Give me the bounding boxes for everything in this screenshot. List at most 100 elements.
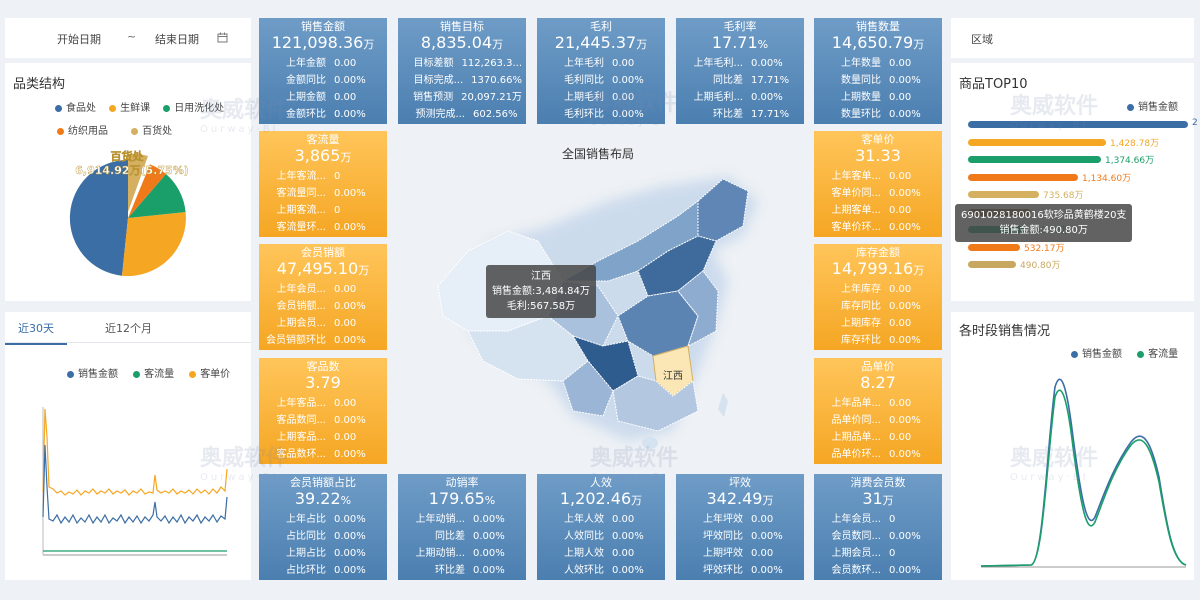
legend-label: 销售金额 — [1082, 349, 1122, 360]
top10-bar[interactable] — [968, 121, 1188, 128]
tooltip-value: 销售金额:490.80万 — [999, 225, 1088, 236]
kpi-card[interactable]: 客流量 3,865万 上年客流... 0 客流量同... 0.00% 上期客流... 0 客流量… — [259, 131, 387, 237]
kpi-row-label: 上年人效 — [564, 514, 604, 525]
top10-legend[interactable]: 销售金额 — [1127, 98, 1178, 113]
kpi-row: 品单价环... 0.00% — [819, 446, 938, 463]
top10-bar[interactable] — [968, 156, 1101, 163]
kpi-row-label: 上年客流... — [276, 171, 326, 182]
kpi-row: 上期客流... 0 — [264, 202, 383, 219]
region-select[interactable]: 区域 — [971, 33, 993, 46]
kpi-value: 31万 — [814, 489, 942, 511]
region-yunnan[interactable] — [562, 360, 614, 417]
kpi-title: 库存金额 — [856, 246, 900, 259]
legend-item[interactable]: 百货处 — [131, 126, 172, 137]
legend-item[interactable]: 客流量 — [133, 369, 174, 380]
kpi-row-label: 上年客品... — [276, 398, 326, 409]
top10-bar-label: 735.68万 — [1043, 191, 1084, 201]
kpi-row: 目标完成... 1370.66% — [403, 72, 522, 89]
kpi-card[interactable]: 会员销额占比 39.22% 上年占比 0.00% 占比同比 0.00% 上期占比 0.00% 占… — [259, 474, 387, 580]
kpi-card[interactable]: 客品数 3.79 上年客品... 0.00 客品数同... 0.00% 上期客品... 0.0… — [259, 358, 387, 464]
kpi-card[interactable]: 销售数量 14,650.79万 上年数量 0.00 数量同比 0.00% 上期数量 0.00 数… — [814, 18, 942, 124]
legend-item[interactable]: 客流量 — [1137, 349, 1178, 360]
region-east[interactable] — [677, 270, 719, 347]
region-tibet[interactable] — [467, 315, 589, 382]
kpi-row-label: 会员销额... — [276, 301, 326, 312]
tab-30-days[interactable]: 近30天 — [5, 320, 67, 345]
kpi-row-label: 上年会员... — [831, 514, 881, 525]
kpi-value: 14,799.16万 — [814, 259, 942, 281]
kpi-row-label: 毛利环比 — [564, 109, 604, 120]
legend-item[interactable]: 销售金额 — [67, 369, 118, 380]
kpi-row-value: 0 — [334, 171, 341, 182]
kpi-unit: 万 — [762, 494, 774, 507]
kpi-value: 3,865万 — [259, 146, 387, 168]
top10-bar[interactable] — [968, 243, 1020, 251]
kpi-row-label: 目标完成... — [413, 75, 464, 86]
kpi-row-value: 0.00 — [889, 92, 912, 103]
pie-slice-daily[interactable] — [128, 174, 186, 218]
region-hainan[interactable] — [642, 437, 658, 449]
kpi-number: 8,835.04 — [420, 33, 493, 52]
calendar-icon[interactable] — [217, 32, 228, 43]
trend-legend: 销售金额 客流量 客单价 — [67, 362, 230, 381]
kpi-card[interactable]: 库存金额 14,799.16万 上年库存 0.00 库存同比 0.00% 上期库存 0.00 库… — [814, 244, 942, 350]
kpi-card[interactable]: 销售目标 8,835.04万 目标差额 112,263.3... 目标完成... 1370… — [398, 18, 526, 124]
kpi-card[interactable]: 会员销额 47,495.10万 上年会员... 0.00 会员销额... 0.00% 上期会… — [259, 244, 387, 350]
kpi-row-label: 上期客品... — [276, 432, 326, 443]
kpi-card[interactable]: 毛利率 17.71% 上年毛利... 0.00% 同比差 17.71% 上期毛利... 0.0… — [676, 18, 804, 124]
legend-label: 百货处 — [142, 126, 173, 137]
top10-bar[interactable] — [968, 138, 1106, 146]
kpi-row-value: 0.00% — [473, 548, 505, 559]
kpi-card[interactable]: 品单价 8.27 上年品单... 0.00 品单价同... 0.00% 上期品单... 0.0… — [814, 358, 942, 464]
top10-bar[interactable] — [968, 261, 1016, 268]
kpi-row: 上年坪效 0.00 — [681, 511, 800, 528]
kpi-row-label: 同比差 — [435, 531, 465, 542]
legend-item[interactable]: 纺织用品 — [57, 126, 108, 137]
kpi-row-label: 毛利同比 — [564, 75, 604, 86]
kpi-card[interactable]: 销售金额 121,098.36万 上年金额 0.00 金额同比 0.00% 上期金额 0.00… — [259, 18, 387, 124]
pie-slice-textile[interactable] — [128, 164, 166, 218]
series-line-hourly-sales[interactable] — [980, 378, 1187, 567]
kpi-row-value: 0.00% — [334, 301, 366, 312]
tab-12-months[interactable]: 近12个月 — [105, 322, 152, 335]
pie-slice-food[interactable] — [69, 159, 128, 276]
kpi-card[interactable]: 动销率 179.65% 上年动销... 0.00% 同比差 0.00% 上期动销... 0.0… — [398, 474, 526, 580]
legend-item[interactable]: 客单价 — [189, 369, 230, 380]
legend-item[interactable]: 销售金额 — [1071, 349, 1122, 360]
kpi-row-value: 0.00 — [612, 548, 635, 559]
pie-slice-general[interactable] — [128, 153, 148, 212]
pie-label-name: 百货处 — [111, 149, 145, 163]
kpi-card[interactable]: 毛利 21,445.37万 上年毛利 0.00 毛利同比 0.00% 上期毛利 0.00 毛利环… — [537, 18, 665, 124]
kpi-row-value: 0.00% — [751, 58, 783, 69]
kpi-title: 消费会员数 — [850, 476, 906, 489]
top10-bar[interactable] — [968, 191, 1039, 198]
kpi-card[interactable]: 人效 1,202.46万 上年人效 0.00 人效同比 0.00% 上期人效 0.00 人效环比… — [537, 474, 665, 580]
pie-slice-fresh[interactable] — [122, 212, 186, 277]
legend-item[interactable]: 日用洗化处 — [163, 103, 224, 114]
kpi-row-value: 0.00 — [889, 318, 912, 329]
kpi-row-label: 上年毛利... — [693, 58, 743, 69]
kpi-row: 客流量环... 0.00% — [264, 219, 383, 236]
legend-dot — [1137, 350, 1145, 358]
legend-item[interactable]: 食品处 — [55, 103, 96, 114]
start-date-field[interactable]: 开始日期 — [57, 33, 101, 46]
kpi-row-value: 0.00% — [334, 222, 366, 233]
series-line-hourly-traffic[interactable] — [980, 389, 1187, 567]
kpi-card[interactable]: 消费会员数 31万 上年会员... 0 会员数同... 0.00% 上期会员... 0 会员数环… — [814, 474, 942, 580]
category-pie-chart: 百货处 6,914.92万(5.75%) — [69, 149, 189, 277]
legend-item[interactable]: 生鲜课 — [109, 103, 150, 114]
kpi-row-value: 602.56% — [473, 109, 518, 120]
kpi-row: 客品数环... 0.00% — [264, 446, 383, 463]
region-south[interactable] — [612, 375, 699, 432]
region-taiwan[interactable] — [718, 393, 728, 417]
kpi-row-label: 数量环比 — [841, 109, 881, 120]
series-line-ticket[interactable] — [42, 408, 228, 496]
region-north[interactable] — [637, 235, 717, 297]
kpi-card[interactable]: 坪效 342.49万 上年坪效 0.00 坪效同比 0.00% 上期坪效 0.00 坪效环比 0.… — [676, 474, 804, 580]
end-date-field[interactable]: 结束日期 — [155, 33, 199, 46]
kpi-unit: % — [484, 494, 496, 507]
top10-bar[interactable] — [968, 173, 1078, 181]
kpi-card[interactable]: 客单价 31.33 上年客单... 0.00 客单价同... 0.00% 上期客单... 0.… — [814, 131, 942, 237]
legend-dot — [1127, 103, 1134, 111]
series-line-sales[interactable] — [42, 444, 228, 525]
